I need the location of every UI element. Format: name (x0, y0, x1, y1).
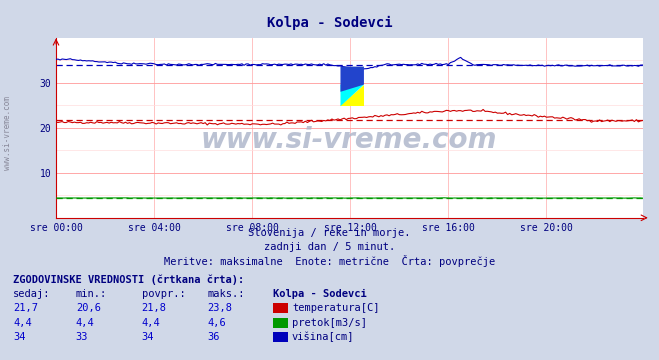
Polygon shape (341, 85, 364, 106)
Text: 21,7: 21,7 (13, 303, 38, 314)
Text: 33: 33 (76, 332, 88, 342)
Text: povpr.:: povpr.: (142, 289, 185, 299)
Text: www.si-vreme.com: www.si-vreme.com (3, 96, 13, 170)
Text: maks.:: maks.: (208, 289, 245, 299)
Text: 4,4: 4,4 (76, 318, 94, 328)
Text: 34: 34 (13, 332, 26, 342)
Polygon shape (341, 67, 364, 92)
Text: 20,6: 20,6 (76, 303, 101, 314)
Text: min.:: min.: (76, 289, 107, 299)
Text: 4,4: 4,4 (13, 318, 32, 328)
Text: višina[cm]: višina[cm] (292, 332, 355, 342)
Text: 21,8: 21,8 (142, 303, 167, 314)
Text: 36: 36 (208, 332, 220, 342)
Text: ZGODOVINSKE VREDNOSTI (črtkana črta):: ZGODOVINSKE VREDNOSTI (črtkana črta): (13, 274, 244, 285)
Text: zadnji dan / 5 minut.: zadnji dan / 5 minut. (264, 242, 395, 252)
Text: Kolpa - Sodevci: Kolpa - Sodevci (267, 16, 392, 30)
Text: Kolpa - Sodevci: Kolpa - Sodevci (273, 289, 367, 299)
Text: Meritve: maksimalne  Enote: metrične  Črta: povprečje: Meritve: maksimalne Enote: metrične Črta… (164, 255, 495, 267)
Polygon shape (341, 85, 364, 106)
Text: Slovenija / reke in morje.: Slovenija / reke in morje. (248, 228, 411, 238)
Text: temperatura[C]: temperatura[C] (292, 303, 380, 314)
Text: 4,6: 4,6 (208, 318, 226, 328)
Text: 4,4: 4,4 (142, 318, 160, 328)
Text: 23,8: 23,8 (208, 303, 233, 314)
Text: pretok[m3/s]: pretok[m3/s] (292, 318, 367, 328)
Text: 34: 34 (142, 332, 154, 342)
Text: www.si-vreme.com: www.si-vreme.com (201, 126, 498, 154)
Text: sedaj:: sedaj: (13, 289, 51, 299)
